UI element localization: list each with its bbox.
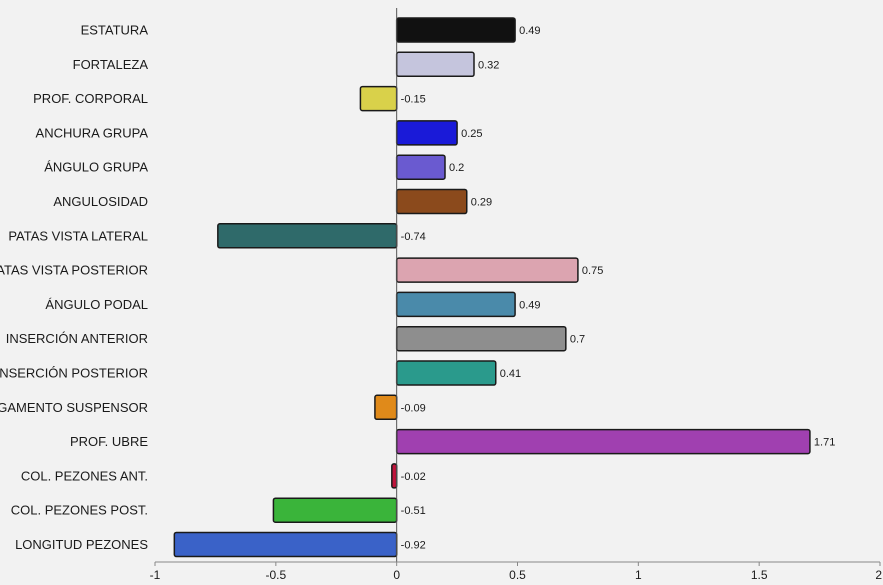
value-label: 0.32 (478, 59, 499, 71)
category-label: PATAS VISTA LATERAL (8, 228, 148, 243)
bar (395, 188, 468, 215)
category-label: FORTALEZA (73, 57, 149, 72)
value-label: 0.41 (500, 368, 521, 380)
category-label: INSERCIÓN POSTERIOR (0, 366, 148, 381)
x-tick-label: 1.5 (751, 568, 768, 582)
bar (395, 17, 516, 43)
value-label: 0.49 (519, 25, 540, 37)
category-label: LIGAMENTO SUSPENSOR (0, 400, 148, 415)
value-label: 0.7 (570, 334, 585, 346)
x-tick-label: 0.5 (509, 568, 526, 582)
x-tick-label: 1 (635, 568, 642, 582)
category-labels-group: ESTATURA FORTALEZA PROF. CORPORAL ANCHURA G… (0, 23, 148, 553)
bar (395, 120, 458, 146)
value-label: -0.51 (401, 505, 426, 517)
category-label: ÁNGULO PODAL (45, 297, 148, 312)
x-ticks-group: -1 -0.5 0 0.5 1 1.5 2 (150, 562, 882, 582)
bars-group (173, 17, 811, 558)
bar (173, 531, 398, 558)
value-label: -0.92 (401, 540, 426, 552)
x-tick-label: 0 (393, 568, 400, 582)
bar (359, 85, 398, 112)
bar (395, 154, 446, 180)
value-label: -0.15 (401, 94, 426, 106)
bar (217, 223, 398, 249)
category-label: ESTATURA (81, 23, 149, 38)
category-label: PROF. UBRE (70, 434, 148, 449)
category-label: PROF. CORPORAL (33, 91, 148, 106)
value-label: -0.02 (401, 471, 426, 483)
bar (395, 291, 516, 318)
category-label: ANGULOSIDAD (53, 194, 148, 209)
bar (395, 51, 475, 78)
value-label: 0.49 (519, 299, 540, 311)
value-label: 0.2 (449, 162, 464, 174)
category-label: LONGITUD PEZONES (15, 537, 148, 552)
value-label: 1.71 (814, 437, 835, 449)
bar (395, 257, 579, 283)
category-label: INSERCIÓN ANTERIOR (6, 331, 148, 346)
x-tick-label: -0.5 (265, 568, 286, 582)
category-label: ÁNGULO GRUPA (44, 160, 148, 175)
bar (395, 428, 811, 455)
value-labels-group: 0.49 0.32 -0.15 0.25 0.2 0.29 -0.74 0.75 0.49 0.7… (401, 25, 836, 552)
value-label: -0.09 (401, 402, 426, 414)
bar (395, 360, 497, 386)
value-label: -0.74 (401, 231, 426, 243)
x-tick-label: -1 (150, 568, 161, 582)
category-label: PATAS VISTA POSTERIOR (0, 263, 148, 278)
category-label: COL. PEZONES ANT. (21, 468, 148, 483)
category-label: ANCHURA GRUPA (36, 125, 149, 140)
value-label: 0.25 (461, 128, 482, 140)
x-tick-label: 2 (875, 568, 882, 582)
bar (272, 497, 398, 523)
category-label: COL. PEZONES POST. (11, 503, 148, 518)
value-label: 0.75 (582, 265, 603, 277)
bar (391, 463, 398, 489)
bar (374, 394, 398, 421)
bar (395, 325, 567, 352)
value-label: 0.29 (471, 197, 492, 209)
